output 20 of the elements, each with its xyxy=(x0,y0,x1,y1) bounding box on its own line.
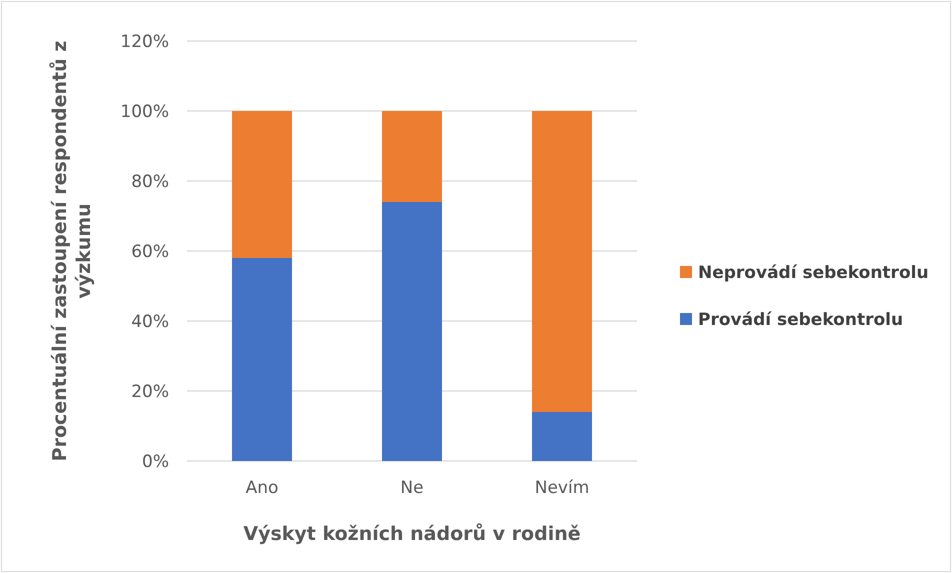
y-tick-label: 80% xyxy=(131,172,169,192)
y-tick-label: 40% xyxy=(131,312,169,332)
legend-label: Neprovádí sebekontrolu xyxy=(698,262,929,283)
bar xyxy=(532,412,592,461)
y-axis-title: Procentuální zastoupení respondentů z výzkumu xyxy=(49,40,95,462)
legend-label: Provádí sebekontrolu xyxy=(698,310,904,330)
x-tick-label: Nevím xyxy=(534,478,590,498)
x-tick-label: Ano xyxy=(246,478,278,498)
bar xyxy=(532,111,592,412)
x-tick-label: Ne xyxy=(400,478,424,498)
y-tick-label: 0% xyxy=(142,452,169,472)
x-axis-title: Výskyt kožních nádorů v rodině xyxy=(243,523,581,545)
bar xyxy=(382,111,442,202)
bar xyxy=(232,258,292,461)
y-tick-label: 60% xyxy=(131,242,169,262)
bar xyxy=(382,202,442,461)
y-tick-label: 120% xyxy=(120,32,169,52)
y-tick-label: 100% xyxy=(120,102,169,122)
y-tick-label: 20% xyxy=(131,382,169,402)
bar xyxy=(232,111,292,258)
